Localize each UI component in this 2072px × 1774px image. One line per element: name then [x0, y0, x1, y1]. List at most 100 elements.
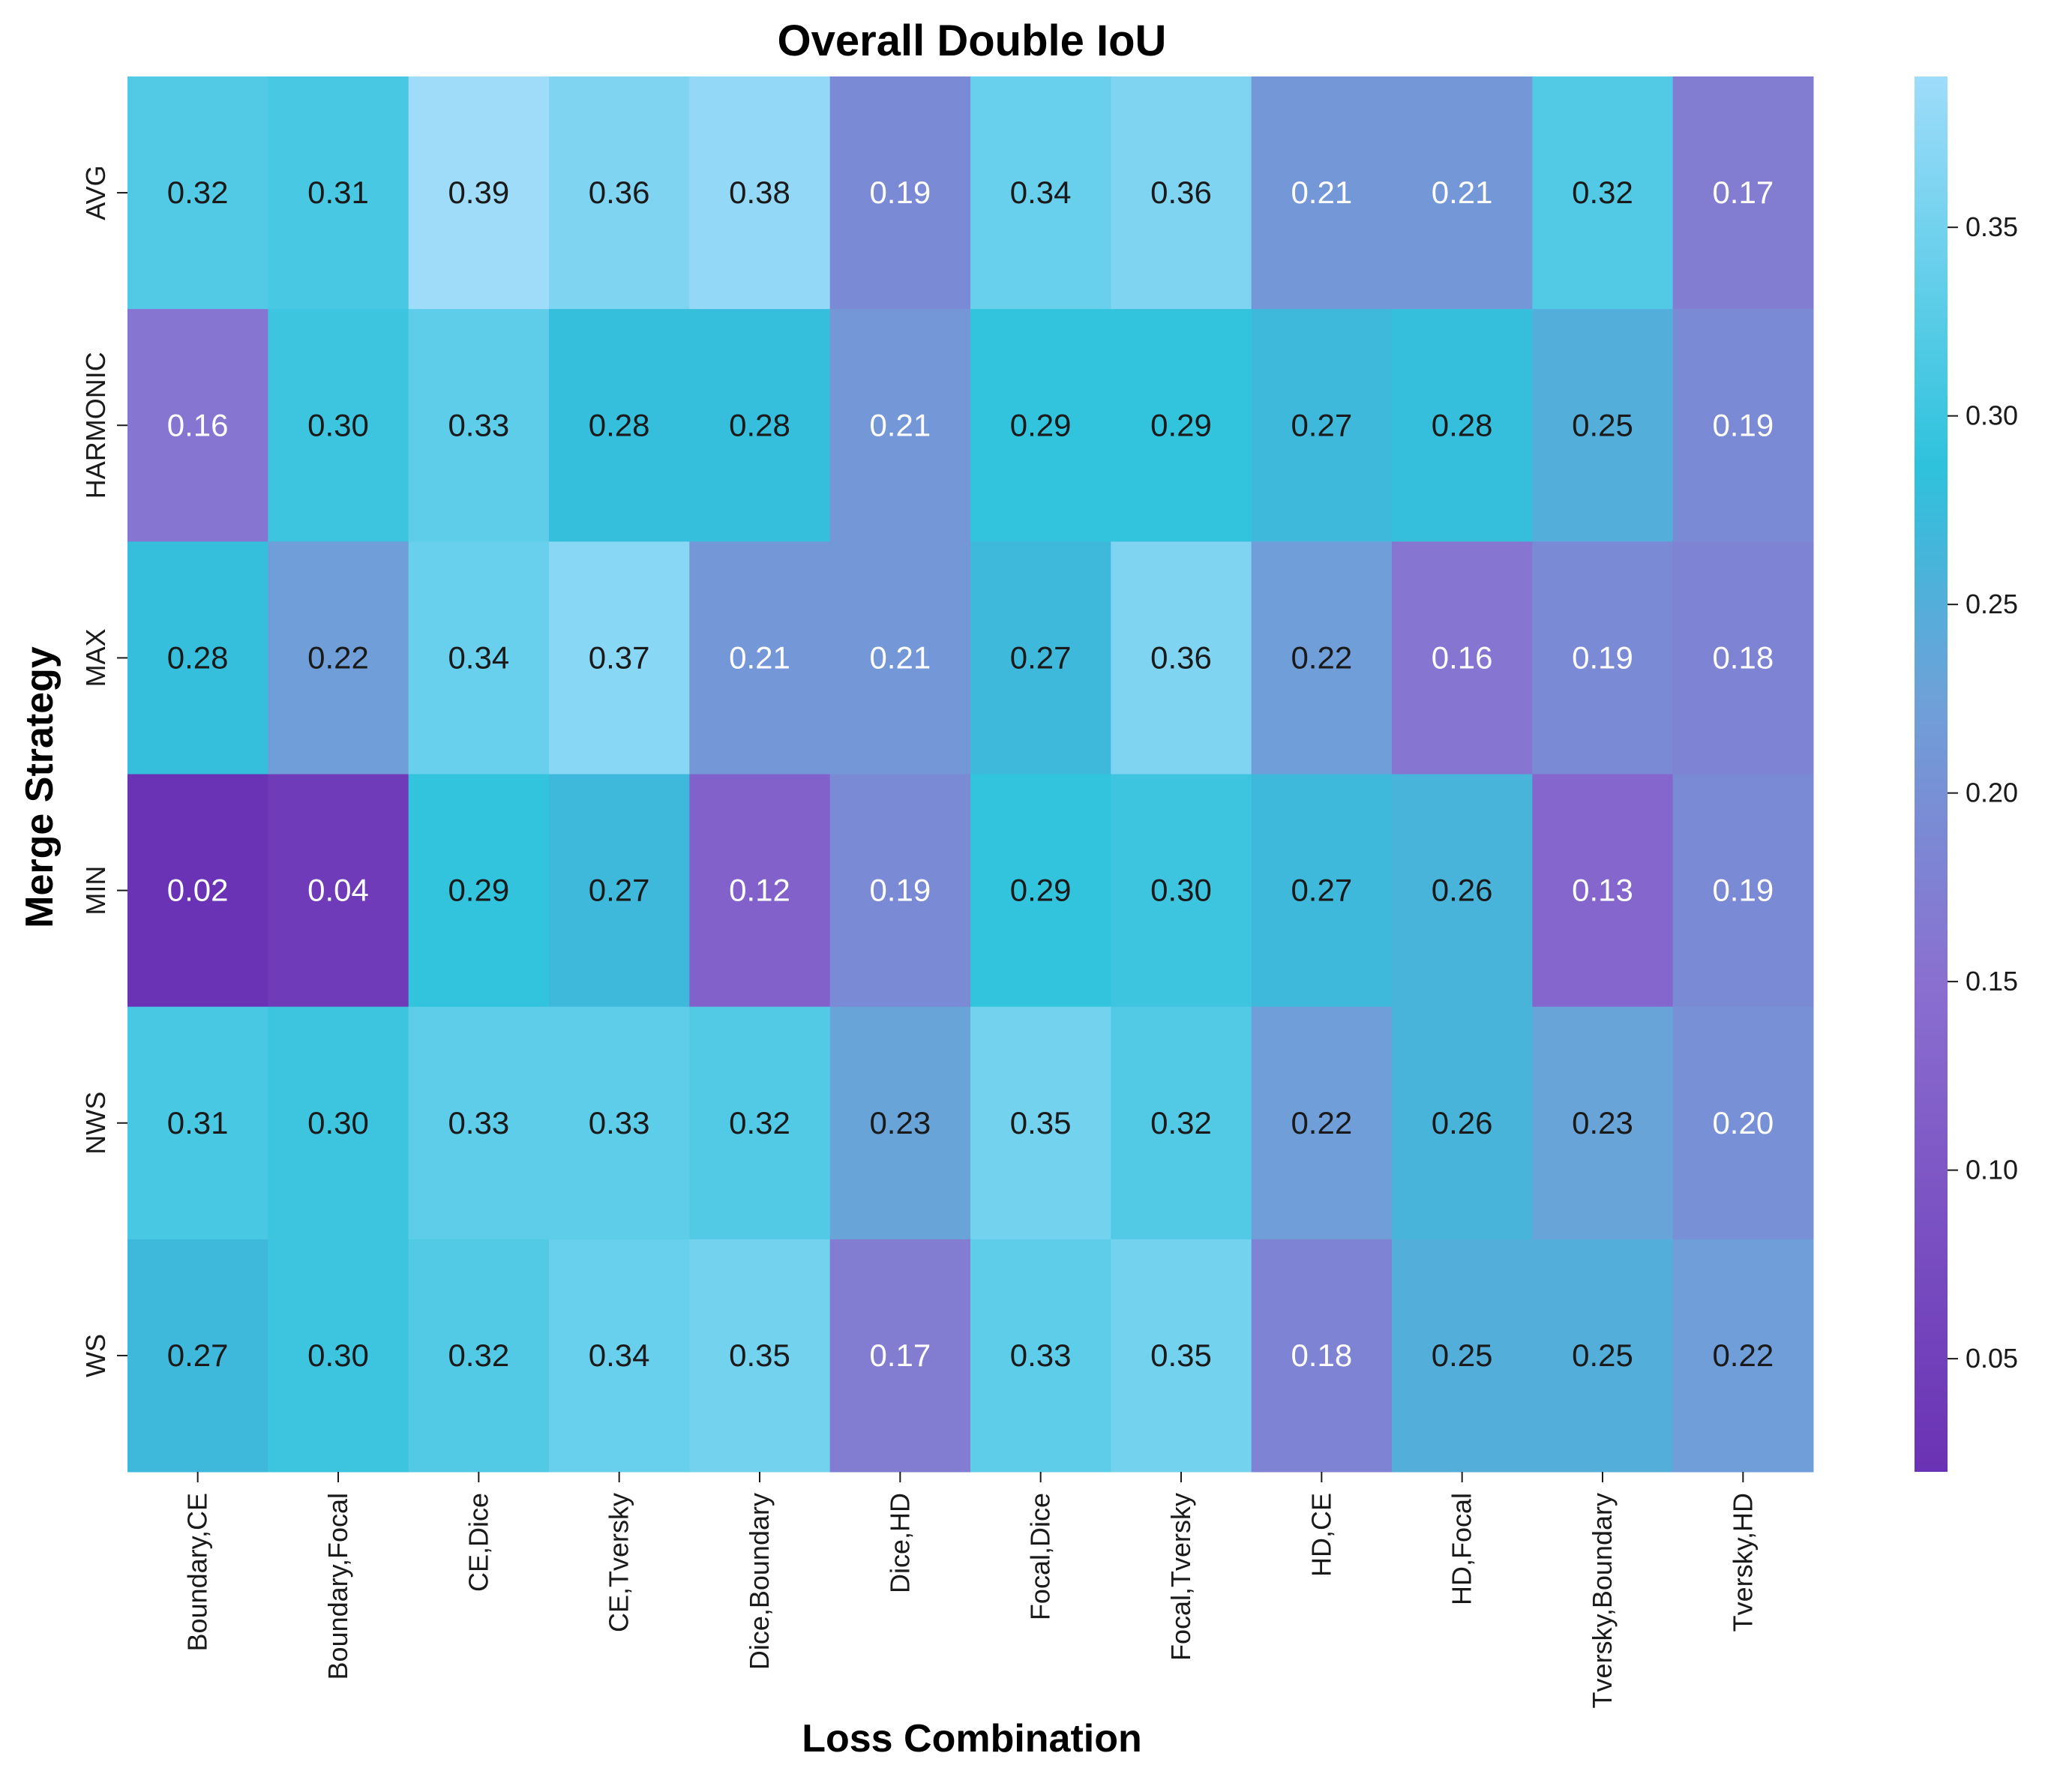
heatmap-cell: [1672, 774, 1814, 1008]
heatmap-cell: [1251, 1239, 1393, 1473]
cell-value-label: 0.27: [167, 1338, 229, 1373]
cell-value-label: 0.02: [167, 873, 229, 908]
heatmap-cell: [1392, 1239, 1533, 1473]
heatmap-cell: [1251, 1006, 1393, 1240]
cell-value-label: 0.38: [729, 175, 790, 210]
cell-value-label: 0.28: [1432, 407, 1493, 442]
heatmap-cell: [549, 774, 690, 1008]
heatmap-cell: [829, 76, 971, 310]
x-tick-label: CE,Tversky: [604, 1493, 634, 1632]
cell-value-label: 0.34: [448, 640, 509, 675]
cell-value-label: 0.29: [448, 873, 509, 908]
cell-value-label: 0.35: [729, 1338, 790, 1373]
heatmap-cell: [127, 309, 268, 542]
heatmap-cell: [1392, 309, 1533, 542]
cell-value-label: 0.34: [589, 1338, 650, 1373]
cell-value-label: 0.22: [1291, 640, 1352, 675]
cell-value-label: 0.21: [869, 640, 931, 675]
cell-value-label: 0.13: [1572, 873, 1633, 908]
cell-value-label: 0.32: [729, 1105, 790, 1140]
heatmap-cell: [1111, 309, 1252, 542]
heatmap-cell: [1251, 774, 1393, 1008]
cell-value-label: 0.16: [167, 407, 229, 442]
colorbar-tick-label: 0.05: [1966, 1343, 2018, 1374]
heatmap-cell: [689, 76, 831, 310]
heatmap-cell: [1532, 774, 1674, 1008]
heatmap-cell: [970, 774, 1111, 1008]
cell-value-label: 0.25: [1432, 1338, 1493, 1373]
x-tick-label: CE,Dice: [463, 1493, 493, 1592]
cell-value-label: 0.12: [729, 873, 790, 908]
cell-value-label: 0.19: [869, 175, 931, 210]
cell-value-label: 0.30: [1150, 873, 1212, 908]
cell-value-label: 0.27: [1291, 407, 1352, 442]
y-tick-label: NWS: [80, 1092, 111, 1155]
cell-value-label: 0.33: [1010, 1338, 1072, 1373]
heatmap-cell: [1392, 541, 1533, 775]
x-tick-label: Tversky,Boundary: [1587, 1493, 1618, 1708]
x-tick-label: HD,CE: [1306, 1493, 1336, 1577]
heatmap-cell: [549, 1006, 690, 1240]
heatmap-cell: [549, 541, 690, 775]
heatmap-cell: [829, 541, 971, 775]
cell-value-label: 0.27: [589, 873, 650, 908]
heatmap-cell: [549, 1239, 690, 1473]
heatmap-cell: [127, 1006, 268, 1240]
heatmap-cell: [127, 541, 268, 775]
heatmap-cell: [1672, 309, 1814, 542]
heatmap-cell: [268, 1006, 409, 1240]
x-axis-label: Loss Combination: [802, 1717, 1142, 1761]
cell-value-label: 0.22: [1291, 1105, 1352, 1140]
heatmap-cell: [689, 309, 831, 542]
heatmap-cell: [549, 76, 690, 310]
heatmap-cell: [970, 76, 1111, 310]
x-tick-label: Tversky,HD: [1727, 1493, 1758, 1632]
x-tick-label: Boundary,Focal: [322, 1493, 353, 1680]
cell-value-label: 0.31: [167, 1105, 229, 1140]
cell-value-label: 0.29: [1150, 407, 1212, 442]
y-tick-label: MIN: [80, 866, 111, 915]
colorbar-tick-label: 0.15: [1966, 966, 2018, 996]
heatmap-cell: [1251, 309, 1393, 542]
cell-value-label: 0.20: [1712, 1105, 1774, 1140]
heatmap-cell: [970, 541, 1111, 775]
heatmap-cell: [1251, 76, 1393, 310]
cell-value-label: 0.33: [589, 1105, 650, 1140]
x-tick-label: Dice,Boundary: [744, 1493, 775, 1670]
colorbar-tick-label: 0.20: [1966, 778, 2018, 808]
x-tick-label: Focal,Tversky: [1165, 1493, 1196, 1661]
cell-value-label: 0.28: [729, 407, 790, 442]
cell-value-label: 0.21: [1432, 175, 1493, 210]
heatmap-cell: [408, 541, 550, 775]
heatmap-cell: [970, 1239, 1111, 1473]
cell-value-label: 0.32: [448, 1338, 509, 1373]
heatmap-cell: [408, 309, 550, 542]
cell-value-label: 0.36: [589, 175, 650, 210]
heatmap-cell: [970, 1006, 1111, 1240]
cell-value-label: 0.18: [1712, 640, 1774, 675]
cell-value-label: 0.19: [1712, 407, 1774, 442]
cell-value-label: 0.27: [1010, 640, 1072, 675]
y-tick-label: AVG: [80, 165, 111, 220]
cell-value-label: 0.17: [1712, 175, 1774, 210]
cell-value-label: 0.36: [1150, 640, 1212, 675]
cell-value-label: 0.29: [1010, 407, 1072, 442]
heatmap-cell: [1392, 1006, 1533, 1240]
cell-value-label: 0.28: [589, 407, 650, 442]
y-axis-ticks: AVG HARMONIC MAX MIN NWS WS: [80, 165, 127, 1377]
heatmap-cell: [268, 76, 409, 310]
heatmap-cell: [829, 1239, 971, 1473]
heatmap-cell: [1392, 774, 1533, 1008]
cell-value-label: 0.19: [869, 873, 931, 908]
cell-value-label: 0.17: [869, 1338, 931, 1373]
cell-value-label: 0.22: [1712, 1338, 1774, 1373]
heatmap-cells: 0.32 0.31 0.39 0.36 0.38 0.19 0.34 0.36 0.21 0.21…: [127, 76, 1814, 1473]
heatmap-cell: [268, 1239, 409, 1473]
colorbar-gradient: [1915, 76, 1948, 1472]
cell-value-label: 0.30: [307, 1338, 369, 1373]
heatmap-cell: [1672, 76, 1814, 310]
heatmap-cell: [268, 309, 409, 542]
heatmap-cell: [1111, 1239, 1252, 1473]
heatmap-cell: [689, 1239, 831, 1473]
